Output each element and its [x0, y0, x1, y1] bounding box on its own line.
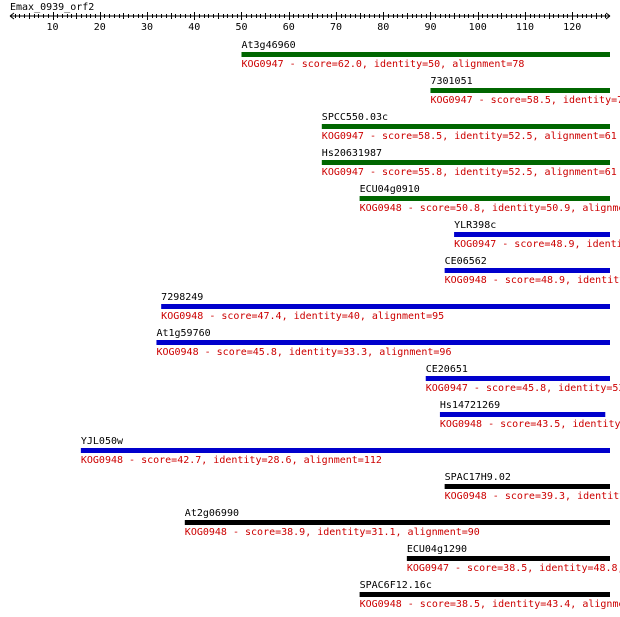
hit-row[interactable]: CE06562 KOG0948 - score=48.9, identity=51… — [444, 256, 620, 286]
tick-label: 10 — [46, 22, 58, 33]
hit-bar[interactable] — [406, 556, 610, 561]
hit-bar[interactable] — [359, 196, 610, 201]
hit-bar[interactable] — [321, 124, 610, 129]
hit-row[interactable]: Hs14721269 KOG0948 - score=43.5, identity… — [439, 400, 620, 430]
hit-bar[interactable] — [161, 304, 611, 309]
hit-name[interactable]: At2g06990 — [185, 508, 239, 519]
hit-name[interactable]: Hs14721269 — [440, 400, 500, 411]
hit-name[interactable]: CE20651 — [426, 364, 468, 375]
hit-bar[interactable] — [184, 520, 610, 525]
hit-description: KOG0948 - score=48.9, identity=51.4, ali… — [445, 275, 620, 286]
hit-row[interactable]: YLR398c KOG0947 - score=48.9, identity=54… — [454, 220, 620, 250]
hit-name[interactable]: SPAC6F12.16c — [360, 580, 432, 591]
hit-description: KOG0948 - score=39.3, identity=48.6, ali… — [445, 491, 620, 502]
hit-row[interactable]: ECU04g1290 KOG0947 - score=38.5, identity… — [406, 544, 620, 574]
hit-name[interactable]: SPAC17H9.02 — [445, 472, 511, 483]
hit-row[interactable]: At2g06990 KOG0948 - score=38.9, identity=… — [184, 508, 610, 538]
tick-label: 100 — [469, 22, 487, 33]
hit-bar[interactable] — [156, 340, 610, 345]
hit-name[interactable]: 7301051 — [430, 76, 472, 87]
hit-description: KOG0947 - score=58.5, identity=52.5, ali… — [322, 131, 617, 142]
hit-row[interactable]: 7301051 KOG0947 - score=58.5, identity=76… — [430, 76, 620, 106]
hit-row[interactable]: At3g46960 KOG0947 - score=62.0, identity=… — [241, 40, 610, 70]
hit-bar[interactable] — [444, 268, 610, 273]
tick-label: 80 — [377, 22, 389, 33]
hit-description: KOG0948 - score=42.7, identity=28.6, ali… — [81, 455, 382, 466]
hit-row[interactable]: SPAC6F12.16c KOG0948 - score=38.5, identi… — [359, 580, 620, 610]
hit-name[interactable]: At1g59760 — [156, 328, 210, 339]
hit-row[interactable]: At1g59760 KOG0948 - score=45.8, identity=… — [156, 328, 610, 358]
hit-description: KOG0948 - score=38.9, identity=31.1, ali… — [185, 527, 480, 538]
tick-label: 110 — [516, 22, 534, 33]
ruler-right-arrow — [605, 12, 611, 20]
hit-row[interactable]: SPAC17H9.02 KOG0948 - score=39.3, identit… — [444, 472, 620, 502]
hit-name[interactable]: YLR398c — [454, 220, 496, 231]
hit-description: KOG0947 - score=38.5, identity=48.8, ali… — [407, 563, 620, 574]
hit-bar[interactable] — [321, 160, 610, 165]
hit-row[interactable]: ECU04g0910 KOG0948 - score=50.8, identity… — [359, 184, 620, 214]
tick-label: 50 — [235, 22, 247, 33]
tick-label: 70 — [330, 22, 342, 33]
hit-name[interactable]: YJL050w — [81, 436, 124, 447]
tick-label: 40 — [188, 22, 200, 33]
hit-name[interactable]: ECU04g0910 — [360, 184, 420, 195]
hit-row[interactable]: Hs20631987 KOG0947 - score=55.8, identity… — [321, 148, 617, 178]
ruler-left-arrow — [9, 12, 15, 20]
hit-name[interactable]: 7298249 — [161, 292, 203, 303]
hit-name[interactable]: SPCC550.03c — [322, 112, 388, 123]
tick-label: 120 — [563, 22, 581, 33]
hit-name[interactable]: ECU04g1290 — [407, 544, 467, 555]
hit-description: KOG0947 - score=55.8, identity=52.5, ali… — [322, 167, 617, 178]
hit-bar[interactable] — [80, 448, 610, 453]
hit-bar[interactable] — [444, 484, 610, 489]
hit-bar[interactable] — [430, 88, 610, 93]
tick-label: 60 — [283, 22, 295, 33]
hit-description: KOG0948 - score=47.4, identity=40, align… — [161, 311, 444, 322]
sequence-title: Emax_0939_orf2 — [10, 2, 94, 13]
hit-description: KOG0947 - score=62.0, identity=50, align… — [241, 59, 524, 70]
hit-row[interactable]: 7298249 KOG0948 - score=47.4, identity=40… — [161, 292, 611, 322]
hit-list: At3g46960 KOG0947 - score=62.0, identity=… — [80, 40, 620, 610]
position-ruler: 10 20 30 40 50 60 70 80 90 100 110 120 — [9, 12, 611, 33]
hit-description: KOG0948 - score=38.5, identity=43.4, ali… — [360, 599, 620, 610]
hit-description: KOG0948 - score=43.5, identity=51.4, ali… — [440, 419, 620, 430]
hit-description: KOG0947 - score=45.8, identity=53.8, ali… — [426, 383, 620, 394]
hit-name[interactable]: At3g46960 — [241, 40, 295, 51]
hit-row[interactable]: CE20651 KOG0947 - score=45.8, identity=53… — [425, 364, 620, 394]
tick-label: 90 — [424, 22, 436, 33]
hit-description: KOG0948 - score=50.8, identity=50.9, ali… — [360, 203, 620, 214]
hit-row[interactable]: YJL050w KOG0948 - score=42.7, identity=28… — [80, 436, 610, 466]
tick-label: 20 — [94, 22, 106, 33]
hit-bar[interactable] — [425, 376, 610, 381]
hit-description: KOG0947 - score=48.9, identity=54.5, ali… — [454, 239, 620, 250]
hit-name[interactable]: CE06562 — [445, 256, 487, 267]
hit-bar[interactable] — [241, 52, 610, 57]
hit-name[interactable]: Hs20631987 — [322, 148, 382, 159]
hit-bar[interactable] — [359, 592, 610, 597]
hit-bar[interactable] — [439, 412, 606, 417]
hit-description: KOG0948 - score=45.8, identity=33.3, ali… — [156, 347, 451, 358]
hit-bar[interactable] — [454, 232, 610, 237]
tick-label: 30 — [141, 22, 153, 33]
hit-description: KOG0947 - score=58.5, identity=76.3, ali… — [430, 95, 620, 106]
hit-row[interactable]: SPCC550.03c KOG0947 - score=58.5, identit… — [321, 112, 617, 142]
